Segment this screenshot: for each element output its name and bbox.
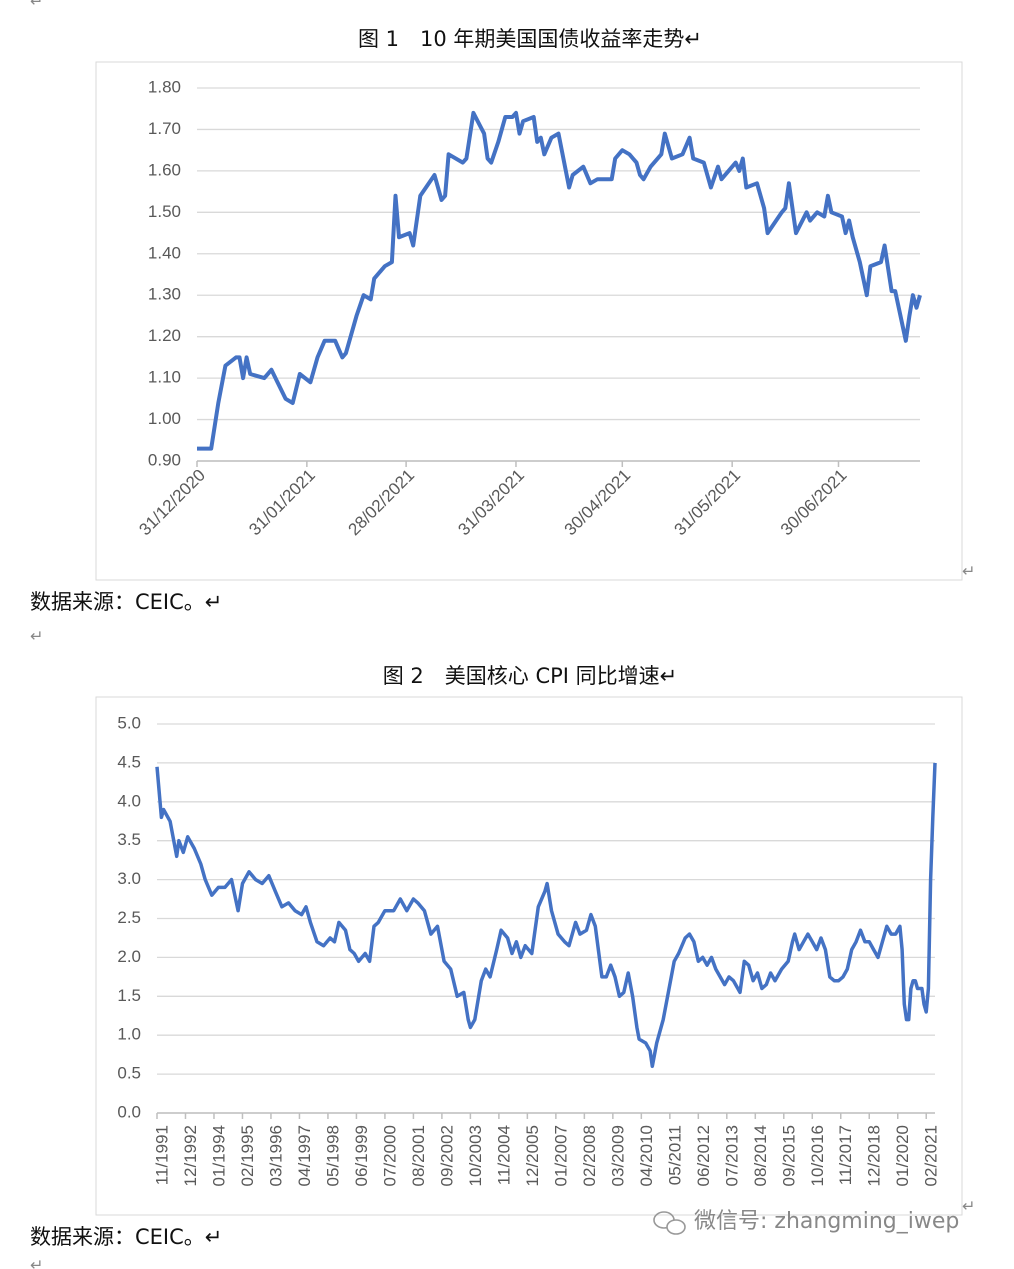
x-tick-label: 02/2008 — [580, 1125, 599, 1186]
y-tick-label: 5.0 — [117, 713, 141, 732]
paragraph-mark: ↵ — [962, 1197, 975, 1216]
y-tick-label: 4.5 — [117, 752, 141, 771]
y-tick-label: 2.5 — [117, 908, 141, 927]
y-tick-label: 1.5 — [117, 986, 141, 1005]
x-tick-label: 09/2015 — [779, 1125, 798, 1186]
x-tick-label: 12/2018 — [865, 1125, 884, 1186]
y-tick-label: 2.0 — [117, 947, 141, 966]
chart-title: 图 2 美国核心 CPI 同比增速↵ — [383, 664, 678, 688]
chart-frame — [95, 61, 963, 581]
paragraph-mark: ↵ — [30, 0, 43, 11]
x-tick-label: 01/2007 — [551, 1125, 570, 1186]
source-note: 数据来源：CEIC。↵ — [30, 1225, 222, 1249]
y-tick-label: 1.40 — [148, 243, 181, 262]
chart-frame — [95, 696, 963, 1216]
wechat-icon — [653, 1211, 686, 1235]
y-tick-label: 4.0 — [117, 791, 141, 810]
y-tick-label: 0.0 — [117, 1102, 141, 1121]
y-tick-label: 1.30 — [148, 285, 181, 304]
x-tick-label: 08/2001 — [409, 1125, 428, 1186]
y-tick-label: 1.00 — [148, 409, 181, 428]
y-tick-label: 1.20 — [148, 326, 181, 345]
paragraph-mark: ↵ — [962, 562, 975, 581]
y-tick-label: 0.90 — [148, 450, 181, 469]
x-tick-label: 11/1991 — [152, 1125, 171, 1185]
y-tick-label: 1.70 — [148, 119, 181, 138]
x-tick-label: 04/1997 — [295, 1125, 314, 1186]
chart-title: 图 1 10 年期美国国债收益率走势↵ — [358, 27, 702, 51]
x-tick-label: 06/2012 — [694, 1125, 713, 1186]
y-tick-label: 1.10 — [148, 368, 181, 387]
x-tick-label: 01/1994 — [209, 1125, 228, 1186]
x-tick-label: 02/1995 — [238, 1125, 257, 1186]
x-tick-label: 05/2011 — [665, 1125, 684, 1185]
x-tick-label: 07/2013 — [722, 1125, 741, 1186]
y-tick-label: 0.5 — [117, 1064, 141, 1083]
x-tick-label: 03/1996 — [266, 1125, 285, 1186]
x-tick-label: 10/2003 — [466, 1125, 485, 1186]
x-tick-label: 02/2021 — [922, 1125, 941, 1186]
paragraph-mark: ↵ — [30, 627, 43, 646]
y-tick-label: 1.0 — [117, 1025, 141, 1044]
x-tick-label: 06/1999 — [352, 1125, 371, 1186]
y-tick-label: 1.50 — [148, 202, 181, 221]
watermark: 微信号: zhangming_iwep — [694, 1209, 959, 1234]
y-tick-label: 1.80 — [148, 77, 181, 96]
source-note: 数据来源：CEIC。↵ — [30, 590, 222, 614]
x-tick-label: 09/2002 — [437, 1125, 456, 1186]
paragraph-mark: ↵ — [30, 1256, 43, 1269]
y-tick-label: 3.5 — [117, 830, 141, 849]
y-tick-label: 1.60 — [148, 160, 181, 179]
x-tick-label: 05/1998 — [323, 1125, 342, 1186]
x-tick-label: 10/2016 — [808, 1125, 827, 1186]
x-tick-label: 01/2020 — [893, 1125, 912, 1186]
x-tick-label: 11/2017 — [836, 1125, 855, 1185]
x-tick-label: 03/2009 — [608, 1125, 627, 1186]
x-tick-label: 11/2004 — [494, 1125, 513, 1185]
x-tick-label: 07/2000 — [380, 1125, 399, 1186]
y-tick-label: 3.0 — [117, 869, 141, 888]
x-tick-label: 12/1992 — [181, 1125, 200, 1186]
x-tick-label: 12/2005 — [523, 1125, 542, 1186]
x-tick-label: 04/2010 — [637, 1125, 656, 1186]
data-line — [197, 110, 922, 451]
x-tick-label: 08/2014 — [751, 1125, 770, 1186]
data-line — [155, 762, 937, 1069]
